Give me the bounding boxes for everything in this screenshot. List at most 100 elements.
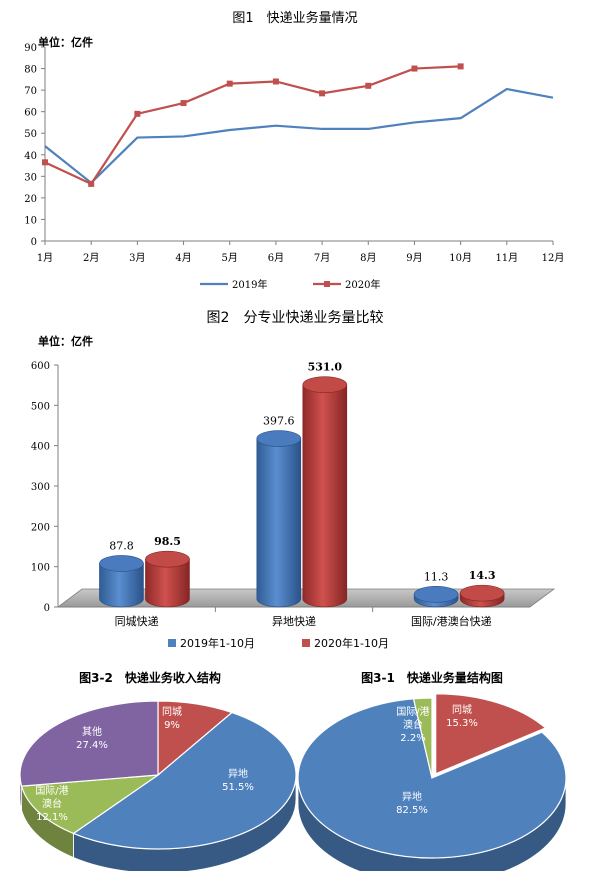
chart1-y-tick-label: 60 xyxy=(24,108,37,119)
chart1-point xyxy=(180,100,187,107)
chart2-y-tick-label: 100 xyxy=(31,563,50,574)
chart1-y-tick-label: 80 xyxy=(24,65,37,76)
chart1-series xyxy=(42,63,554,187)
chart1-x-tick-label: 3月 xyxy=(129,252,145,264)
chart2-y-tick-label: 400 xyxy=(31,442,50,453)
chart2-x-tick-label: 异地快递 xyxy=(272,614,316,628)
chart1-axes: 0 10 20 30 40 50 60 70 80 90 1月 2月 3月 4月 5月 6月 7月 8月 9月 10月… xyxy=(24,43,564,264)
chart2-x-tick-label: 同城快递 xyxy=(115,614,159,628)
chart1-point xyxy=(319,90,326,97)
chart1-x-tick-label: 1月 xyxy=(37,252,53,264)
pie-slice-label: 2.2% xyxy=(400,733,425,744)
chart1-x-tick-label: 5月 xyxy=(222,252,238,264)
chart1-point xyxy=(134,110,141,117)
chart1-point xyxy=(365,82,372,89)
chart1-y-tick-label: 90 xyxy=(24,43,37,54)
chart2-legend-swatch xyxy=(168,639,176,647)
chart1-point xyxy=(88,180,95,187)
chart2-bar-top xyxy=(99,555,144,572)
chart1-y-tick-label: 20 xyxy=(24,194,37,205)
pie-slice-label: 其他 xyxy=(82,725,102,738)
chart1-x-tick-label: 11月 xyxy=(495,252,518,264)
chart2-data-label: 87.8 xyxy=(109,539,134,552)
chart1-y-tick-label: 0 xyxy=(31,237,37,248)
pie-slice-label: 澳台 xyxy=(42,797,62,810)
chart2-y-tick-label: 200 xyxy=(31,522,50,533)
pie-slice-label: 同城 xyxy=(162,706,182,718)
chart1-x-tick-label: 10月 xyxy=(449,252,472,264)
pie-slice-label: 异地 xyxy=(402,790,422,803)
pie-slice-label: 澳台 xyxy=(403,718,423,731)
chart1-y-tick-label: 40 xyxy=(24,151,37,162)
chart1-unit-label: 单位：亿件 xyxy=(38,35,93,49)
pie-slice-label: 国际/港 xyxy=(35,785,68,797)
chart1-y-tick-label: 10 xyxy=(24,215,37,226)
bar-chart: 图2 分专业快递业务量比较 单位：亿件 0 100 200 300 400 500 600 同… xyxy=(31,310,556,650)
chart2-y-tick-label: 0 xyxy=(44,603,50,614)
chart2-legend-swatch xyxy=(302,639,310,647)
chart1-title: 图1 快递业务量情况 xyxy=(232,10,357,26)
line-chart: 图1 快递业务量情况 单位：亿件 0 10 20 30 40 50 60 70 80 90 1月 2月… xyxy=(24,10,564,291)
chart2-bars: 87.8 98.5 397.6 531.0 11.3 14.3 xyxy=(99,361,505,608)
chart1-point xyxy=(226,80,233,87)
chart2-title: 图2 分专业快递业务量比较 xyxy=(207,310,384,326)
chart1-legend: 2019年 2020年 xyxy=(200,278,380,291)
chart1-x-tick-label: 9月 xyxy=(406,252,422,264)
pie-slice xyxy=(435,693,547,775)
pie-slice-label: 15.3% xyxy=(446,718,478,729)
chart2-bar-body xyxy=(145,558,190,608)
pie-slice-label: 9% xyxy=(164,720,180,731)
chart3-title: 图3-2 快递业务收入结构 xyxy=(79,670,221,685)
chart2-x-tick-label: 国际/港澳台快递 xyxy=(411,614,492,628)
chart2-bar-top xyxy=(459,584,505,602)
pie-slice-label: 国际/港 xyxy=(396,706,429,718)
chart2-legend-label: 2020年1-10月 xyxy=(314,636,389,650)
pie-slice-label: 异地 xyxy=(228,767,248,780)
chart1-x-tick-label: 12月 xyxy=(542,252,565,264)
pie-slice-label: 82.5% xyxy=(396,805,428,816)
chart1-y-tick-label: 70 xyxy=(24,86,37,97)
pie-slice xyxy=(72,711,297,850)
chart1-legend-label: 2020年 xyxy=(345,278,380,291)
chart2-data-label: 98.5 xyxy=(154,535,181,548)
pie-slice xyxy=(412,697,433,779)
pie-slice-label: 27.4% xyxy=(76,740,108,751)
pie-slice-label: 同城 xyxy=(452,704,472,716)
chart1-x-tick-label: 8月 xyxy=(360,252,376,264)
chart1-x-tick-label: 7月 xyxy=(314,252,330,264)
chart1-point xyxy=(457,63,464,70)
chart1-point xyxy=(272,78,279,85)
chart1-x-tick-label: 6月 xyxy=(268,252,284,264)
chart2-bar-top xyxy=(413,586,459,603)
chart1-series-line-1 xyxy=(44,65,461,186)
chart4-title: 图3-1 快递业务量结构图 xyxy=(361,670,503,685)
chart2-data-label: 14.3 xyxy=(469,569,496,582)
chart1-point xyxy=(42,159,48,166)
chart1-series-line-0 xyxy=(44,87,554,185)
chart1-x-tick-label: 2月 xyxy=(83,252,99,264)
chart2-data-label: 531.0 xyxy=(308,361,343,374)
chart2-bar-top xyxy=(302,376,348,394)
chart2-bar-body xyxy=(302,384,348,608)
chart1-legend-label: 2019年 xyxy=(232,278,267,291)
pie-slice xyxy=(19,700,159,787)
chart1-y-tick-label: 30 xyxy=(24,172,37,183)
chart1-legend-marker xyxy=(324,281,330,287)
chart2-legend: 2019年1-10月 2020年1-10月 xyxy=(168,636,389,650)
chart1-y-tick-label: 50 xyxy=(24,129,37,140)
chart4-pie: 同城 15.3% 异地 82.5% 国际/港澳台 2.2% xyxy=(297,693,567,871)
chart2-bar-body xyxy=(256,438,302,608)
chart2-unit-label: 单位：亿件 xyxy=(38,334,93,348)
chart2-bar-body xyxy=(99,563,144,608)
chart2-legend-label: 2019年1-10月 xyxy=(180,636,255,650)
chart1-x-tick-label: 4月 xyxy=(175,252,191,264)
chart3-pie: 同城 9% 异地 51.5% 国际/港澳台 12.1% 其他 27.4% xyxy=(19,700,297,871)
pie-chart-volume: 图3-1 快递业务量结构图 同城 15.3% 异地 82.5% 国际/港澳台 2.2% xyxy=(297,670,567,871)
chart2-y-tick-label: 300 xyxy=(31,482,50,493)
chart2-data-label: 397.6 xyxy=(263,415,295,428)
pie-chart-revenue: 图3-2 快递业务收入结构 同城 9% 异地 51.5% 国际/港澳台 12.1% 其他 27… xyxy=(19,670,297,871)
chart1-point xyxy=(411,65,418,72)
chart2-bar-top xyxy=(256,430,302,447)
pie-slice-label: 51.5% xyxy=(222,782,254,793)
